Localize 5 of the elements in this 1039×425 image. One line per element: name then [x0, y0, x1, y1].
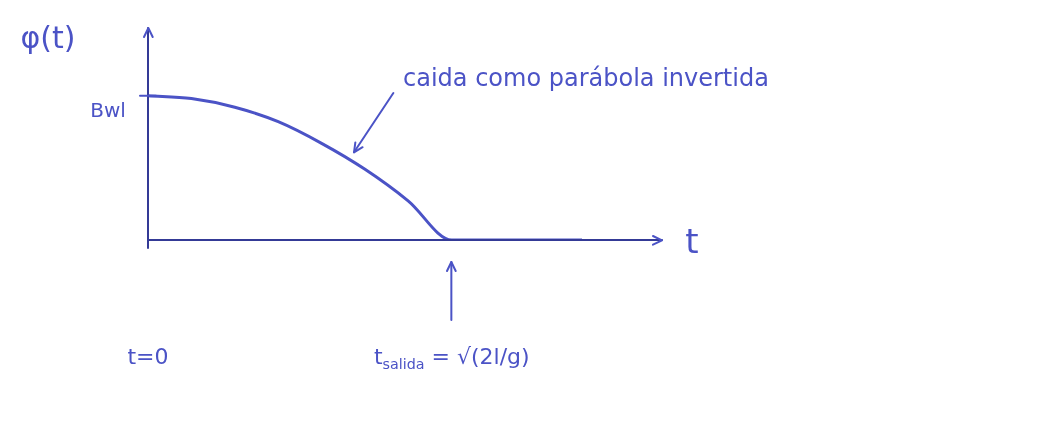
text: caida como parábola invertida	[403, 64, 769, 93]
x-tick-label: t=0	[127, 343, 169, 369]
x-axis-title: t	[685, 220, 699, 261]
text: Bwl	[90, 97, 126, 122]
y-axis-title: φ(t)	[20, 19, 76, 55]
